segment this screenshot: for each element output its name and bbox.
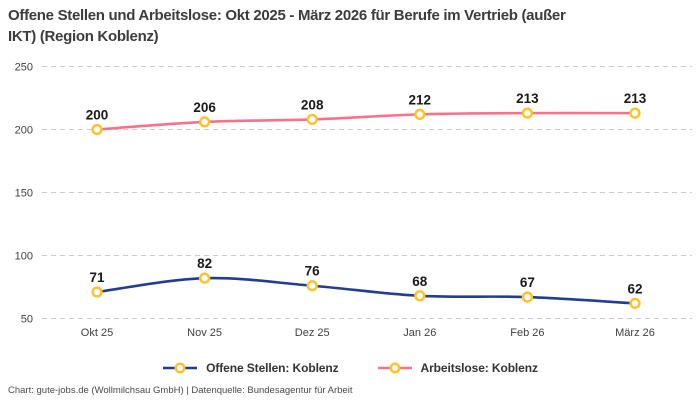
data-point-label: 67 [520, 275, 535, 290]
data-point-label: 200 [86, 108, 109, 123]
data-point-label: 206 [193, 100, 216, 115]
data-point[interactable] [306, 113, 318, 126]
data-point[interactable] [198, 116, 211, 128]
y-tick-label: 200 [15, 125, 33, 137]
x-tick-label: Nov 25 [187, 327, 222, 339]
chart-title-line-1: Offene Stellen und Arbeitslose: Okt 2025… [8, 7, 566, 24]
data-point[interactable] [521, 291, 534, 303]
data-point[interactable] [306, 280, 318, 292]
x-tick-label: Feb 26 [510, 327, 544, 339]
data-point-label: 213 [516, 91, 539, 106]
data-point-label: 76 [305, 264, 321, 279]
legend-item-offene-stellen-koblenz[interactable]: Offene Stellen: Koblenz [162, 361, 339, 375]
data-point[interactable] [521, 107, 534, 119]
data-point-label: 68 [412, 274, 428, 289]
data-point[interactable] [414, 290, 426, 302]
legend-swatch-icon [163, 362, 198, 374]
data-point[interactable] [91, 123, 103, 136]
legend-label: Offene Stellen: Koblenz [206, 361, 339, 375]
legend-swatch-icon [377, 362, 412, 374]
data-point-label: 213 [624, 91, 647, 106]
x-tick-label: Jan 26 [403, 327, 436, 339]
x-tick-label: Dez 25 [295, 327, 330, 339]
data-point[interactable] [91, 286, 103, 298]
legend-label: Arbeitslose: Koblenz [420, 361, 538, 375]
series-line-arbeitslose-koblenz [95, 111, 637, 131]
line-chart: 50 100 150 200 250 Okt 25 Nov 25 Dez 25 Jan 26 Fe… [15, 62, 692, 339]
data-point-label: 62 [627, 281, 642, 296]
series-line-offene-stellen-koblenz [95, 276, 637, 305]
y-tick-label: 50 [21, 314, 33, 326]
y-tick-label: 100 [15, 251, 33, 263]
data-point[interactable] [629, 297, 641, 310]
chart-title-line-2: IKT) (Region Koblenz) [8, 28, 159, 45]
legend: Offene Stellen: Koblenz Arbeitslose: Kobl… [0, 356, 700, 380]
x-tick-label: Okt 25 [81, 327, 113, 339]
data-point-label: 212 [409, 92, 432, 107]
data-point[interactable] [414, 108, 426, 121]
chart-title: Offene Stellen und Arbeitslose: Okt 2025… [8, 5, 566, 47]
data-point-label: 82 [197, 256, 212, 271]
x-tick-label: März 26 [615, 327, 655, 339]
chart-footer: Chart: gute-jobs.de (Wollmilchsau GmbH) … [8, 385, 353, 396]
data-point-label: 71 [89, 270, 105, 285]
y-tick-label: 250 [15, 62, 33, 74]
data-point-label: 208 [301, 97, 324, 112]
y-tick-label: 150 [15, 188, 33, 200]
data-point[interactable] [629, 107, 641, 119]
legend-item-arbeitslose-koblenz[interactable]: Arbeitslose: Koblenz [377, 361, 538, 375]
data-point[interactable] [198, 272, 211, 284]
